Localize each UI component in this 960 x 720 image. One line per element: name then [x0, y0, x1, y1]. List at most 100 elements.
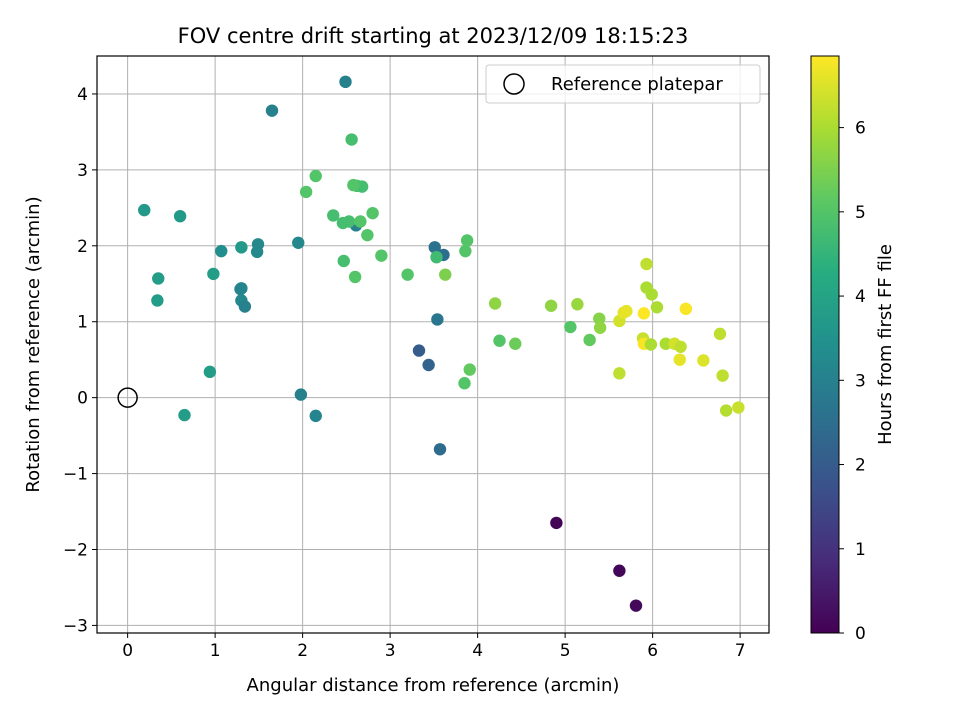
- scatter-point: [593, 312, 606, 325]
- scatter-point: [509, 337, 522, 350]
- scatter-point: [637, 307, 651, 320]
- scatter-point: [299, 185, 313, 199]
- colorbar-tick-label: 3: [855, 371, 866, 391]
- colorbar-tick-label: 6: [855, 119, 866, 139]
- scatter-point: [215, 244, 228, 258]
- scatter-point: [412, 344, 426, 357]
- scatter-point: [645, 288, 658, 301]
- legend-box: [485, 64, 761, 104]
- y-tick-label: 1: [77, 313, 88, 333]
- scatter-point: [265, 104, 279, 117]
- plot-frame: [96, 55, 770, 634]
- scatter-point: [337, 254, 350, 268]
- x-tick-label: 7: [735, 641, 746, 661]
- y-tick-label: −2: [63, 540, 88, 560]
- scatter-point: [292, 236, 305, 249]
- scatter-point: [629, 599, 643, 612]
- legend-entry-label: Reference platepar: [551, 74, 723, 95]
- scatter-point: [251, 238, 265, 251]
- scatter-point: [348, 270, 362, 284]
- y-tick-label: 2: [77, 237, 88, 257]
- scatter-point: [422, 358, 435, 372]
- scatter-point: [173, 209, 187, 223]
- scatter-point: [620, 304, 633, 318]
- scatter-point: [719, 404, 733, 417]
- scatter-point: [366, 206, 379, 220]
- data-points: [117, 75, 745, 612]
- scatter-point: [544, 299, 558, 312]
- x-tick-label: 2: [297, 641, 308, 661]
- scatter-point: [430, 250, 443, 264]
- scatter-point: [207, 267, 220, 281]
- y-tick-label: −1: [63, 465, 88, 485]
- scatter-point: [564, 320, 577, 334]
- chart-title: FOV centre drift starting at 2023/12/09 …: [178, 24, 689, 48]
- scatter-point: [178, 408, 191, 422]
- x-tick-label: 3: [385, 641, 396, 661]
- scatter-point: [674, 340, 687, 353]
- scatter-point: [650, 301, 664, 314]
- scatter-point: [375, 249, 388, 262]
- scatter-point: [460, 234, 474, 247]
- legend: Reference platepar: [485, 64, 761, 104]
- colorbar-ticks: 0 1 2 3 4 5 6: [839, 119, 866, 644]
- y-axis-title: Rotation from reference (arcmin): [23, 196, 44, 492]
- scatter-point: [673, 353, 686, 366]
- scatter-point: [294, 388, 308, 401]
- scatter-point: [716, 369, 729, 382]
- colorbar-tick-label: 5: [855, 203, 866, 223]
- scatter-point: [459, 244, 472, 258]
- scatter-point: [431, 313, 444, 326]
- colorbar-title: Hours from first FF file: [875, 244, 896, 445]
- scatter-point: [428, 241, 441, 254]
- scatter-point: [361, 228, 374, 242]
- scatter-point: [327, 209, 340, 222]
- scatter-point: [203, 365, 217, 379]
- scatter-point: [309, 409, 322, 423]
- scatter-point: [697, 354, 710, 367]
- scatter-point: [493, 334, 506, 347]
- scatter-point: [732, 401, 745, 414]
- scatter-point: [613, 367, 626, 380]
- scatter-point: [401, 268, 414, 281]
- reference-platepar-marker: [117, 387, 138, 408]
- y-tick-label: −3: [63, 616, 88, 636]
- scatter-point: [571, 298, 584, 311]
- scatter-point: [345, 133, 358, 146]
- scatter-point: [640, 257, 653, 271]
- scatter-point: [339, 75, 352, 89]
- scatter-point: [433, 443, 447, 456]
- x-axis-title: Angular distance from reference (arcmin): [247, 675, 620, 696]
- colorbar-tick-label: 2: [855, 456, 866, 476]
- axis-ticks: 0 1 2 3 4 5 6 7 −3 −2 −1 0 1 2 3 4: [63, 85, 746, 661]
- x-tick-label: 1: [210, 641, 221, 661]
- scatter-point: [488, 297, 502, 310]
- scatter-point: [235, 241, 248, 254]
- legend-marker-open-circle: [503, 73, 525, 95]
- colorbar-tick-label: 4: [855, 287, 866, 307]
- colorbar: 0 1 2 3 4 5 6 Hours from first FF file: [810, 55, 896, 644]
- scatter-point: [151, 294, 164, 307]
- scatter-point: [152, 272, 165, 285]
- scatter-point: [679, 302, 693, 316]
- scatter-point: [583, 333, 596, 347]
- scatter-point: [238, 300, 252, 313]
- scatter-point: [138, 203, 151, 217]
- scatter-point: [354, 215, 367, 228]
- scatter-point: [458, 377, 471, 390]
- x-tick-label: 5: [560, 641, 571, 661]
- x-tick-label: 6: [647, 641, 658, 661]
- colorbar-tick-label: 0: [855, 624, 866, 644]
- y-tick-label: 0: [77, 389, 88, 409]
- y-tick-label: 3: [77, 161, 88, 181]
- scatter-point: [342, 215, 356, 228]
- scatter-point: [347, 178, 360, 192]
- colorbar-frame: [810, 55, 840, 634]
- scatter-point: [309, 169, 322, 183]
- scatter-point: [613, 564, 626, 577]
- scatter-point: [713, 327, 727, 341]
- scatter-point: [235, 282, 248, 295]
- x-tick-label: 4: [472, 641, 483, 661]
- colorbar-gradient: [811, 56, 839, 633]
